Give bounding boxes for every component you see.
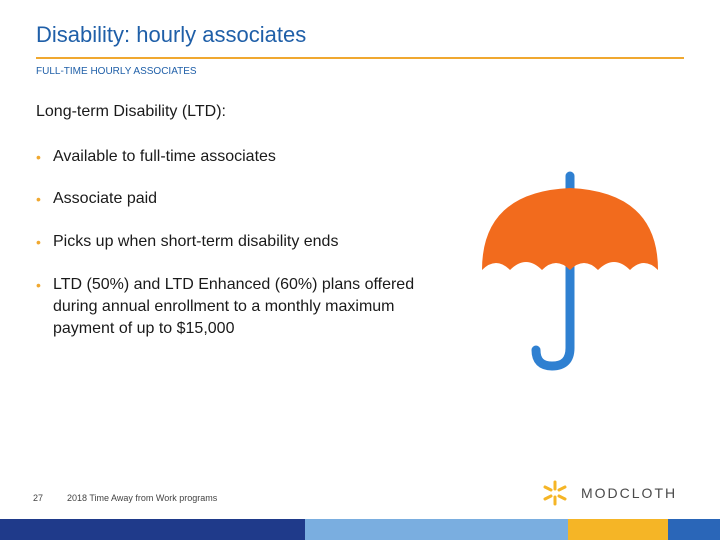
footer-bar-segment: [568, 519, 668, 540]
bullet-text: Associate paid: [53, 190, 158, 207]
page-title: Disability: hourly associates: [36, 22, 307, 47]
footer-bar-segment: [668, 519, 720, 540]
footer-bar-segment: [0, 519, 305, 540]
bullet-item: • Picks up when short-term disability en…: [36, 231, 338, 253]
footer-caption: 2018 Time Away from Work programs: [67, 493, 218, 503]
umbrella-canopy: [482, 188, 658, 270]
logo-wordmark: MODCLOTH: [581, 485, 678, 501]
bullet-marker: •: [36, 149, 41, 165]
footer-bar-segment: [305, 519, 568, 540]
bullet-text: Picks up when short-term disability ends: [53, 233, 339, 250]
umbrella-shaft: [531, 171, 575, 371]
bullet-text: LTD (50%) and LTD Enhanced (60%) plans o…: [53, 276, 415, 337]
title-divider: [36, 57, 684, 59]
bullet-item: • LTD (50%) and LTD Enhanced (60%) plans…: [36, 274, 436, 340]
bullet-text: Available to full-time associates: [53, 148, 276, 165]
page-subtitle: FULL-TIME HOURLY ASSOCIATES: [36, 66, 197, 77]
bullet-marker: •: [36, 191, 41, 207]
section-heading: Long-term Disability (LTD):: [36, 103, 226, 120]
bullet-marker: •: [36, 277, 41, 293]
umbrella-icon: [482, 171, 658, 371]
brand-logo: MODCLOTH: [541, 478, 691, 508]
bullet-item: • Available to full-time associates: [36, 146, 276, 168]
page-number: 27: [33, 493, 44, 503]
bullet-marker: •: [36, 234, 41, 250]
bullet-item: • Associate paid: [36, 188, 157, 210]
spark-icon: [543, 480, 567, 506]
footer-color-bar: [0, 519, 720, 540]
